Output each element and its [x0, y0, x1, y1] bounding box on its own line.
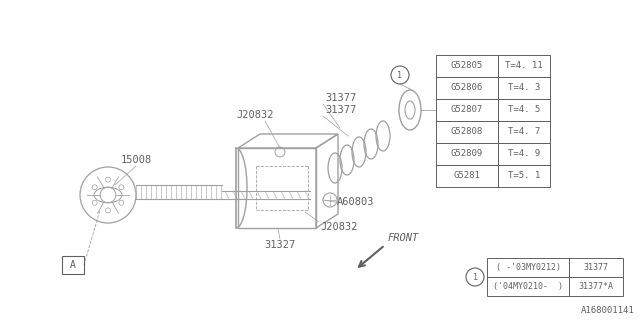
- Text: A60803: A60803: [337, 197, 374, 207]
- Text: G52805: G52805: [451, 61, 483, 70]
- Text: T=4. 7: T=4. 7: [508, 127, 540, 137]
- Text: 31327: 31327: [264, 240, 296, 250]
- Text: A168001141: A168001141: [581, 306, 635, 315]
- Text: 1: 1: [472, 273, 477, 282]
- Text: G52806: G52806: [451, 84, 483, 92]
- Text: 31377: 31377: [325, 93, 356, 103]
- Bar: [487, 258, 569, 277]
- Text: J20832: J20832: [236, 110, 274, 120]
- Bar: [436, 121, 498, 143]
- Bar: [498, 55, 550, 77]
- Bar: [498, 77, 550, 99]
- Text: 31377*A: 31377*A: [579, 282, 614, 291]
- Bar: [498, 165, 550, 187]
- Text: T=4. 5: T=4. 5: [508, 106, 540, 115]
- Text: FRONT: FRONT: [388, 233, 419, 243]
- Text: T=4. 9: T=4. 9: [508, 149, 540, 158]
- Bar: [498, 99, 550, 121]
- Text: T=5. 1: T=5. 1: [508, 172, 540, 180]
- Text: 15008: 15008: [120, 155, 152, 165]
- Text: T=4. 11: T=4. 11: [505, 61, 543, 70]
- Bar: [498, 143, 550, 165]
- Bar: [436, 55, 498, 77]
- Bar: [436, 99, 498, 121]
- Bar: [569, 258, 623, 277]
- Bar: [436, 165, 498, 187]
- Bar: [62, 256, 84, 274]
- Bar: [436, 77, 498, 99]
- Bar: [436, 143, 498, 165]
- Text: G52808: G52808: [451, 127, 483, 137]
- Text: T=4. 3: T=4. 3: [508, 84, 540, 92]
- Text: 31377: 31377: [584, 263, 609, 272]
- Text: 31377: 31377: [325, 105, 356, 115]
- Text: ( -'03MY0212): ( -'03MY0212): [495, 263, 561, 272]
- Text: G5281: G5281: [454, 172, 481, 180]
- Bar: [569, 277, 623, 296]
- Text: A: A: [70, 260, 76, 270]
- Bar: [498, 121, 550, 143]
- Text: G52809: G52809: [451, 149, 483, 158]
- Text: ('04MY0210-  ): ('04MY0210- ): [493, 282, 563, 291]
- Text: J20832: J20832: [320, 222, 358, 232]
- Text: 1: 1: [397, 70, 403, 79]
- Bar: [487, 277, 569, 296]
- Text: G52807: G52807: [451, 106, 483, 115]
